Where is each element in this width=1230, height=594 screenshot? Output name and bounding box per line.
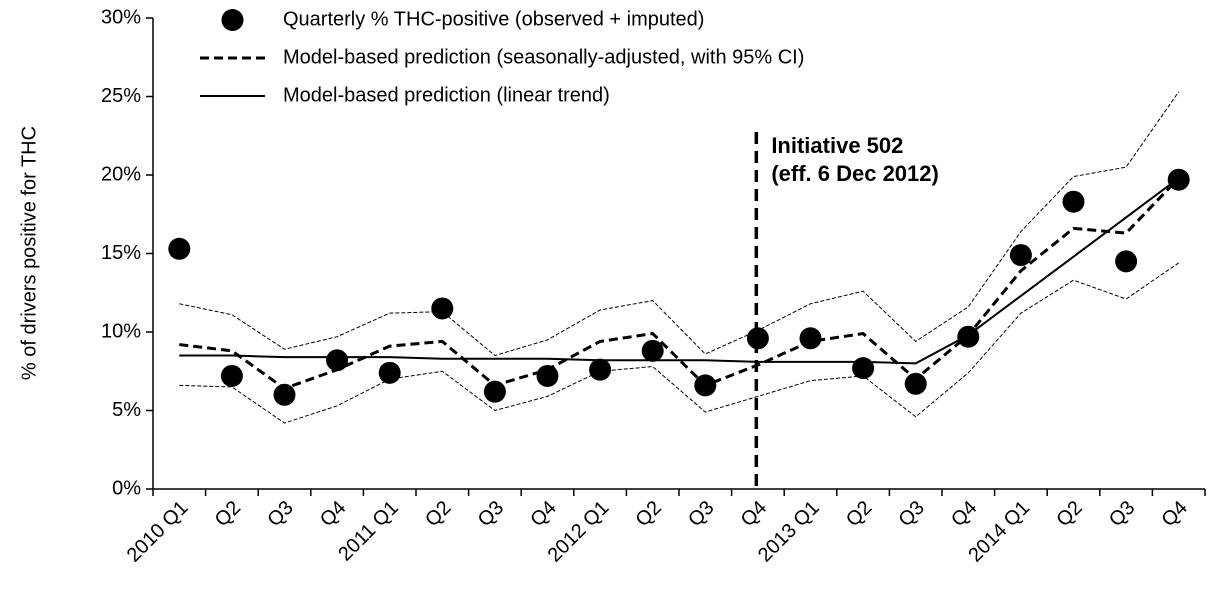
y-tick-label: 20%: [101, 163, 141, 185]
x-tick-label: Q4: [737, 497, 771, 531]
data-point: [326, 349, 349, 372]
x-tick-label: Q3: [684, 497, 718, 531]
y-axis-title: % of drivers positive for THC: [18, 126, 40, 380]
data-point: [641, 339, 664, 362]
data-point: [220, 364, 243, 387]
trend-line: [179, 177, 1180, 365]
data-point: [1009, 244, 1032, 267]
x-tick-label: Q2: [842, 497, 876, 531]
data-point: [957, 325, 980, 348]
ci-lower-line: [179, 262, 1179, 424]
y-tick-label: 0%: [112, 477, 141, 499]
ci-upper-line: [179, 91, 1180, 357]
x-tick-label: Q3: [1105, 497, 1139, 531]
legend-label: Model-based prediction (seasonally-adjus…: [283, 46, 804, 68]
x-tick-label: Q3: [263, 497, 297, 531]
legend-label: Model-based prediction (linear trend): [283, 84, 610, 106]
data-point: [273, 383, 296, 406]
data-point: [904, 372, 927, 395]
y-tick-label: 30%: [101, 6, 141, 28]
x-tick-label: Q3: [474, 497, 508, 531]
data-point: [852, 357, 875, 380]
y-tick-label: 5%: [112, 399, 141, 421]
y-tick-label: 25%: [101, 85, 141, 107]
x-tick-label: Q4: [526, 497, 560, 531]
data-point: [536, 364, 559, 387]
data-point: [746, 327, 769, 350]
legend-label: Quarterly % THC-positive (observed + imp…: [283, 8, 704, 30]
x-tick-label: Q3: [895, 497, 929, 531]
x-tick-label: Q2: [1052, 497, 1086, 531]
legend-marker: [221, 9, 244, 31]
data-point: [483, 380, 506, 403]
data-point: [1062, 190, 1085, 213]
x-tick-label: Q4: [1158, 497, 1192, 531]
data-point: [378, 361, 401, 384]
y-tick-label: 10%: [101, 320, 141, 342]
x-tick-label: Q2: [421, 497, 455, 531]
x-tick-label: Q2: [211, 497, 245, 531]
data-point: [431, 297, 454, 320]
annotation: Initiative 502: [771, 133, 903, 158]
data-point: [168, 237, 191, 260]
x-tick-label: Q4: [316, 497, 350, 531]
y-tick-label: 15%: [101, 242, 141, 264]
data-point: [799, 327, 822, 350]
x-tick-label: Q2: [632, 497, 666, 531]
data-point: [589, 358, 612, 381]
x-tick-label: 2010 Q1: [123, 497, 193, 567]
data-point: [1167, 168, 1190, 191]
x-tick-label: Q4: [947, 497, 981, 531]
data-point: [694, 374, 717, 397]
data-point: [1115, 250, 1138, 273]
annotation: (eff. 6 Dec 2012): [771, 161, 939, 186]
